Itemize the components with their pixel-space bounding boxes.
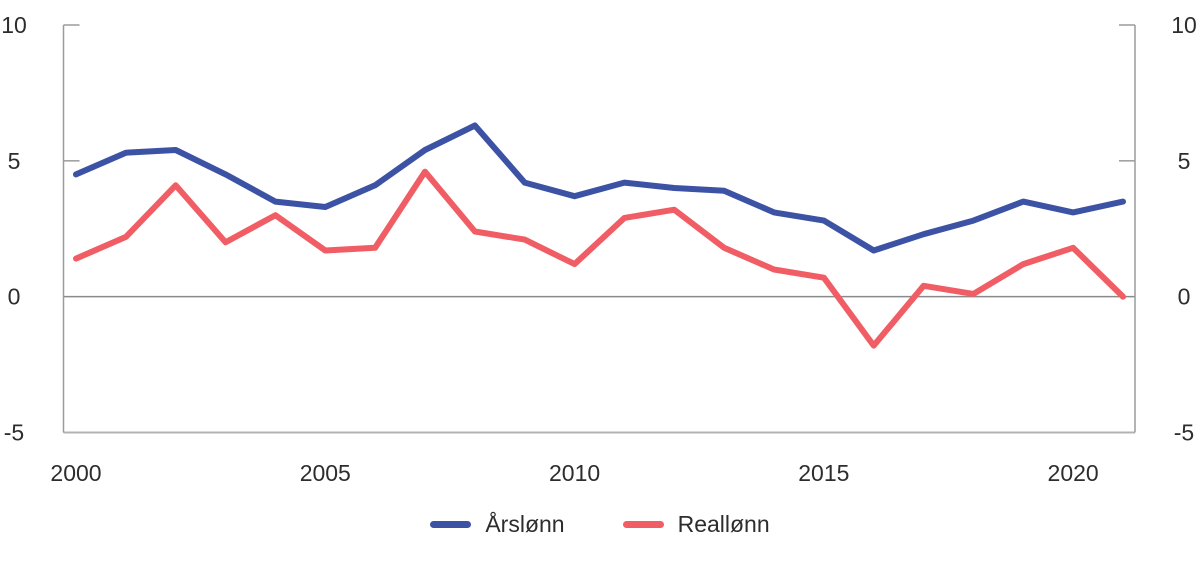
y-tick-label-left-10: 10 <box>1 12 27 38</box>
x-tick-label-2010: 2010 <box>549 460 600 486</box>
legend-item-arslonn: Årslønn <box>430 510 565 537</box>
reallonn-legend-label: Reallønn <box>677 510 770 537</box>
x-tick-label-2020: 2020 <box>1048 460 1099 486</box>
x-tick-label-2000: 2000 <box>50 460 101 486</box>
y-tick-label-left-0: 0 <box>8 284 21 310</box>
arslonn-legend-label: Årslønn <box>485 510 565 537</box>
line-chart: -5 -5 0 0 5 5 10 10 2000 2005 2010 2015 2020 <box>1 12 1197 486</box>
x-tick-label-2015: 2015 <box>798 460 849 486</box>
x-tick-label-2005: 2005 <box>300 460 351 486</box>
series-line-arslonn <box>73 122 1126 254</box>
chart-legend: Årslønn Reallønn <box>0 504 1200 544</box>
legend-item-reallonn: Reallønn <box>622 510 770 537</box>
reallonn-line-swatch <box>622 520 664 528</box>
y-tick-label-left--5: -5 <box>4 420 24 446</box>
y-tick-label-right--5: -5 <box>1174 420 1194 446</box>
y-tick-label-right-5: 5 <box>1178 148 1191 174</box>
y-tick-label-left-5: 5 <box>8 148 21 174</box>
y-tick-label-right-0: 0 <box>1178 284 1191 310</box>
series-line-reallonn <box>73 168 1126 349</box>
y-tick-label-right-10: 10 <box>1171 12 1197 38</box>
arslonn-line-swatch <box>430 520 472 528</box>
